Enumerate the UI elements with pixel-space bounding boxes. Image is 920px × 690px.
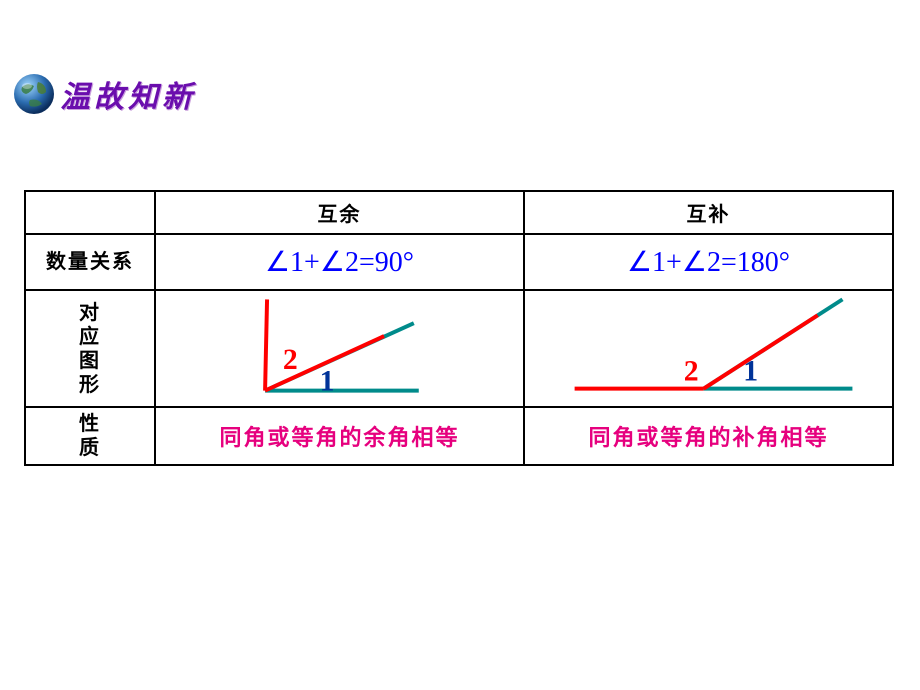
row-label-property-text: 性 质	[26, 412, 154, 460]
corner-cell	[25, 191, 155, 234]
row-label-quantity: 数量关系	[25, 234, 155, 290]
formula-complementary: ∠1+∠2=90°	[155, 234, 524, 290]
comparison-table: 互余 互补 数量关系 ∠1+∠2=90° ∠1+∠2=180° 对 应 图 形 …	[24, 190, 894, 466]
row-label-diagram-text: 对 应 图 形	[26, 301, 154, 397]
row-label-diagram: 对 应 图 形	[25, 290, 155, 407]
diagram-complementary: 1 2	[155, 290, 524, 407]
angle-label-2: 2	[283, 343, 298, 376]
col-header-complementary: 互余	[155, 191, 524, 234]
page-title: 温故知新	[60, 72, 196, 116]
angle-diagram-180: 1 2	[525, 291, 892, 401]
property-supplementary: 同角或等角的补角相等	[524, 407, 893, 465]
angle-label-1b: 1	[743, 355, 758, 388]
col-header-supplementary: 互补	[524, 191, 893, 234]
angle-label-1: 1	[320, 365, 335, 398]
angle-diagram-90: 1 2	[156, 291, 523, 401]
page-header: 温故知新	[12, 72, 196, 116]
globe-icon	[12, 72, 56, 116]
diagram-supplementary: 1 2	[524, 290, 893, 407]
row-label-property: 性 质	[25, 407, 155, 465]
property-complementary: 同角或等角的余角相等	[155, 407, 524, 465]
angle-label-2b: 2	[684, 355, 699, 388]
formula-supplementary: ∠1+∠2=180°	[524, 234, 893, 290]
